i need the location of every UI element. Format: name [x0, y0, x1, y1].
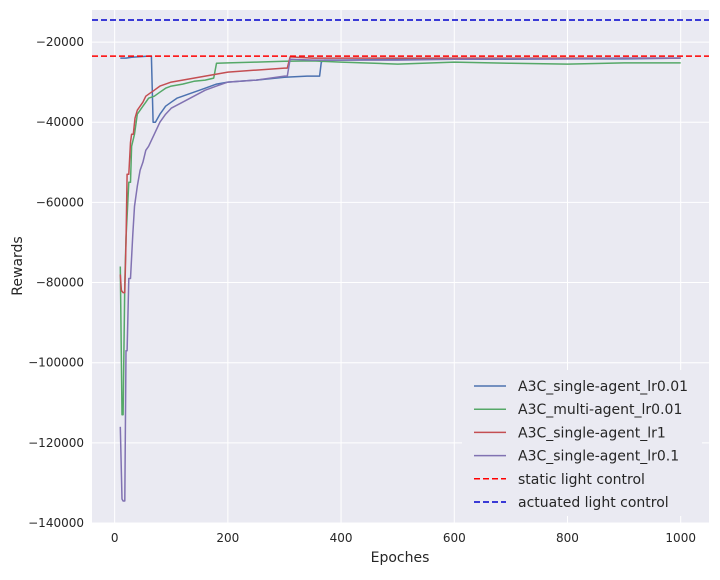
legend-label: A3C_single-agent_lr0.1	[518, 449, 679, 465]
y-tick-label: −20000	[36, 35, 84, 49]
legend-label: A3C_single-agent_lr1	[518, 425, 666, 441]
legend-label: A3C_multi-agent_lr0.01	[518, 402, 682, 418]
series-line-2	[119, 60, 681, 416]
y-tick-label: −140000	[28, 516, 84, 530]
legend-label: A3C_single-agent_lr0.01	[518, 379, 688, 395]
series-line-4	[119, 57, 681, 502]
y-tick-label: −60000	[36, 195, 84, 209]
y-tick-label: −100000	[28, 356, 84, 370]
x-tick-label: 0	[111, 531, 119, 545]
tick-labels: 0 200 400 600 800 1000 −140000 −120000 −100000 −8…	[28, 35, 696, 545]
x-tick-label: 600	[443, 531, 466, 545]
y-tick-label: −80000	[36, 276, 84, 290]
y-tick-label: −120000	[28, 436, 84, 450]
grid-lines	[92, 10, 709, 524]
y-tick-label: −40000	[36, 115, 84, 129]
x-tick-label: 800	[556, 531, 579, 545]
legend-label: actuated light control	[518, 495, 669, 511]
series-line-3	[119, 56, 681, 294]
y-axis-label: Rewards	[10, 236, 26, 295]
x-tick-label: 200	[216, 531, 239, 545]
x-tick-label: 400	[330, 531, 353, 545]
legend-label: static light control	[518, 472, 645, 488]
legend: A3C_single-agent_lr0.01 A3C_multi-agent_l…	[462, 370, 702, 516]
legend-box	[462, 370, 702, 516]
x-axis-label: Epoches	[371, 550, 430, 566]
x-tick-label: 1000	[665, 531, 696, 545]
series-lines	[92, 19, 709, 502]
